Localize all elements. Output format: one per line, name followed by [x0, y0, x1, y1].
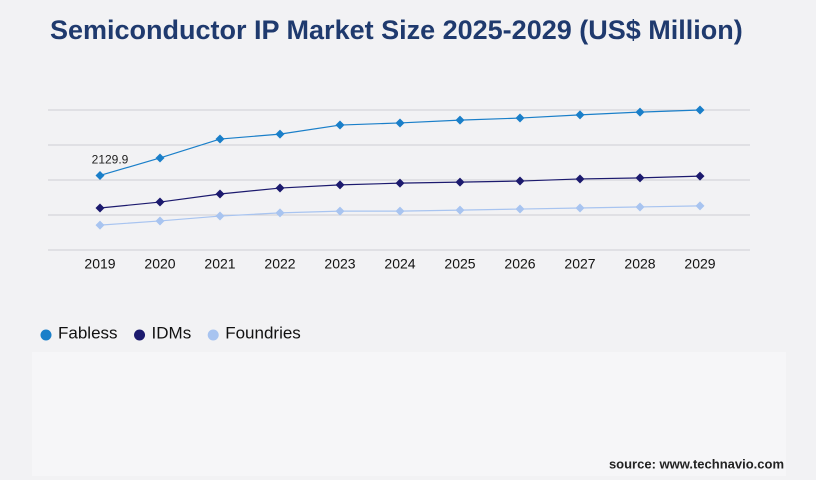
legend-marker	[40, 329, 52, 341]
data-point	[455, 205, 465, 215]
data-point	[575, 174, 585, 184]
chart-title: Semiconductor IP Market Size 2025-2029 (…	[50, 15, 743, 45]
panel	[32, 352, 786, 476]
data-point	[335, 206, 345, 216]
data-point	[695, 105, 705, 115]
x-tick-label: 2023	[324, 256, 355, 272]
data-point	[275, 129, 285, 139]
legend-marker	[207, 329, 219, 341]
legend-label: Foundries	[225, 323, 301, 342]
data-point	[155, 197, 165, 207]
data-point	[635, 107, 645, 117]
data-point	[215, 211, 225, 221]
data-point	[395, 206, 405, 216]
data-point	[395, 118, 405, 128]
x-tick-label: 2027	[564, 256, 595, 272]
data-point	[215, 189, 225, 199]
x-tick-label: 2025	[444, 256, 475, 272]
legend-marker	[134, 329, 146, 341]
data-point	[95, 170, 105, 180]
data-label: 2129.9	[92, 153, 129, 167]
data-point	[575, 203, 585, 213]
data-point	[155, 216, 165, 226]
data-point	[455, 115, 465, 125]
data-point	[515, 113, 525, 123]
data-point	[515, 176, 525, 186]
data-point	[275, 208, 285, 218]
data-point	[635, 173, 645, 183]
x-tick-label: 2021	[204, 256, 235, 272]
x-tick-label: 2019	[84, 256, 115, 272]
data-point	[695, 201, 705, 211]
data-point	[575, 110, 585, 120]
data-point	[515, 204, 525, 214]
data-point	[335, 180, 345, 190]
data-point	[335, 120, 345, 130]
data-point	[215, 134, 225, 144]
x-tick-label: 2026	[504, 256, 535, 272]
legend-label: IDMs	[152, 323, 192, 342]
legend-label: Fabless	[58, 323, 118, 342]
x-tick-label: 2028	[624, 256, 655, 272]
x-tick-label: 2029	[684, 256, 715, 272]
data-point	[155, 153, 165, 163]
x-tick-label: 2022	[264, 256, 295, 272]
data-point	[275, 183, 285, 193]
data-point	[455, 177, 465, 187]
x-tick-label: 2020	[144, 256, 175, 272]
data-point	[395, 178, 405, 188]
source: source: www.technavio.com	[609, 456, 784, 471]
data-point	[695, 171, 705, 181]
data-point	[95, 203, 105, 213]
data-point	[95, 220, 105, 230]
x-tick-label: 2024	[384, 256, 415, 272]
data-point	[635, 202, 645, 212]
